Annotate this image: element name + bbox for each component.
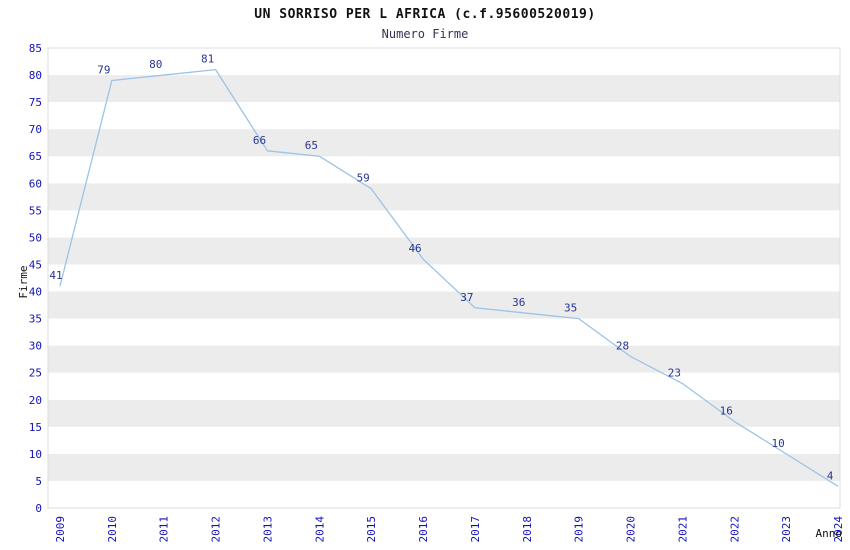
y-tick-label: 10 [29, 448, 42, 461]
grid-band [48, 399, 840, 427]
x-tick-label: 2019 [573, 516, 586, 543]
grid-band [48, 156, 840, 184]
y-tick-label: 20 [29, 394, 42, 407]
x-tick-label: 2024 [832, 516, 845, 543]
x-tick-label: 2013 [261, 516, 274, 543]
x-tick-label: 2009 [54, 516, 67, 543]
x-tick-label: 2012 [210, 516, 223, 543]
grid-band [48, 318, 840, 346]
x-tick-label: 2022 [728, 516, 741, 543]
grid-band [48, 372, 840, 400]
y-tick-label: 55 [29, 204, 42, 217]
data-label: 4 [827, 469, 834, 482]
grid-band [48, 345, 840, 373]
y-tick-label: 35 [29, 313, 42, 326]
x-tick-label: 2020 [625, 516, 638, 543]
data-label: 37 [460, 291, 473, 304]
y-tick-label: 5 [35, 475, 42, 488]
y-tick-label: 0 [35, 502, 42, 515]
y-tick-label: 45 [29, 258, 42, 271]
data-label: 36 [512, 296, 525, 309]
y-tick-label: 65 [29, 150, 42, 163]
grid-band [48, 453, 840, 481]
y-tick-label: 15 [29, 421, 42, 434]
data-label: 16 [720, 404, 733, 417]
y-tick-label: 75 [29, 96, 42, 109]
data-label: 81 [201, 53, 214, 66]
grid-band [48, 291, 840, 319]
x-axis-label: Anno [816, 527, 843, 540]
data-label: 80 [149, 58, 162, 71]
y-tick-label: 50 [29, 231, 42, 244]
x-tick-label: 2018 [521, 516, 534, 543]
x-tick-label: 2011 [158, 516, 171, 543]
x-tick-label: 2017 [469, 516, 482, 543]
x-tick-label: 2021 [676, 516, 689, 543]
data-label: 59 [357, 172, 370, 185]
data-label: 10 [772, 437, 785, 450]
series-line [59, 68, 839, 487]
grid-band [48, 102, 840, 130]
grid-band [48, 48, 840, 76]
data-label: 41 [49, 269, 62, 282]
data-label: 46 [408, 242, 421, 255]
y-axis-label: Firme [17, 265, 30, 298]
x-tick-label: 2023 [780, 516, 793, 543]
grid-band [48, 129, 840, 157]
y-tick-label: 85 [29, 42, 42, 55]
grid-band [48, 75, 840, 103]
y-tick-label: 80 [29, 69, 42, 82]
data-label: 65 [305, 139, 318, 152]
grid-band [48, 480, 840, 508]
data-label: 23 [668, 367, 681, 380]
x-tick-label: 2014 [313, 516, 326, 543]
grid-band [48, 237, 840, 265]
plot-border [47, 47, 841, 509]
chart-subtitle: Numero Firme [381, 27, 469, 41]
grid-band [48, 183, 840, 211]
y-tick-label: 60 [29, 177, 42, 190]
grid-band [48, 426, 840, 454]
chart-title: UN SORRISO PER L AFRICA (c.f.95600520019… [254, 7, 596, 22]
y-tick-label: 25 [29, 367, 42, 380]
x-tick-label: 2016 [417, 516, 430, 543]
data-label: 28 [616, 339, 629, 352]
data-label: 35 [564, 302, 577, 315]
data-label: 66 [253, 134, 266, 147]
x-tick-label: 2015 [365, 516, 378, 543]
y-tick-label: 30 [29, 340, 42, 353]
y-tick-label: 40 [29, 286, 42, 299]
y-tick-label: 70 [29, 123, 42, 136]
data-label: 79 [97, 63, 110, 76]
grid-band [48, 210, 840, 238]
x-tick-label: 2010 [106, 516, 119, 543]
